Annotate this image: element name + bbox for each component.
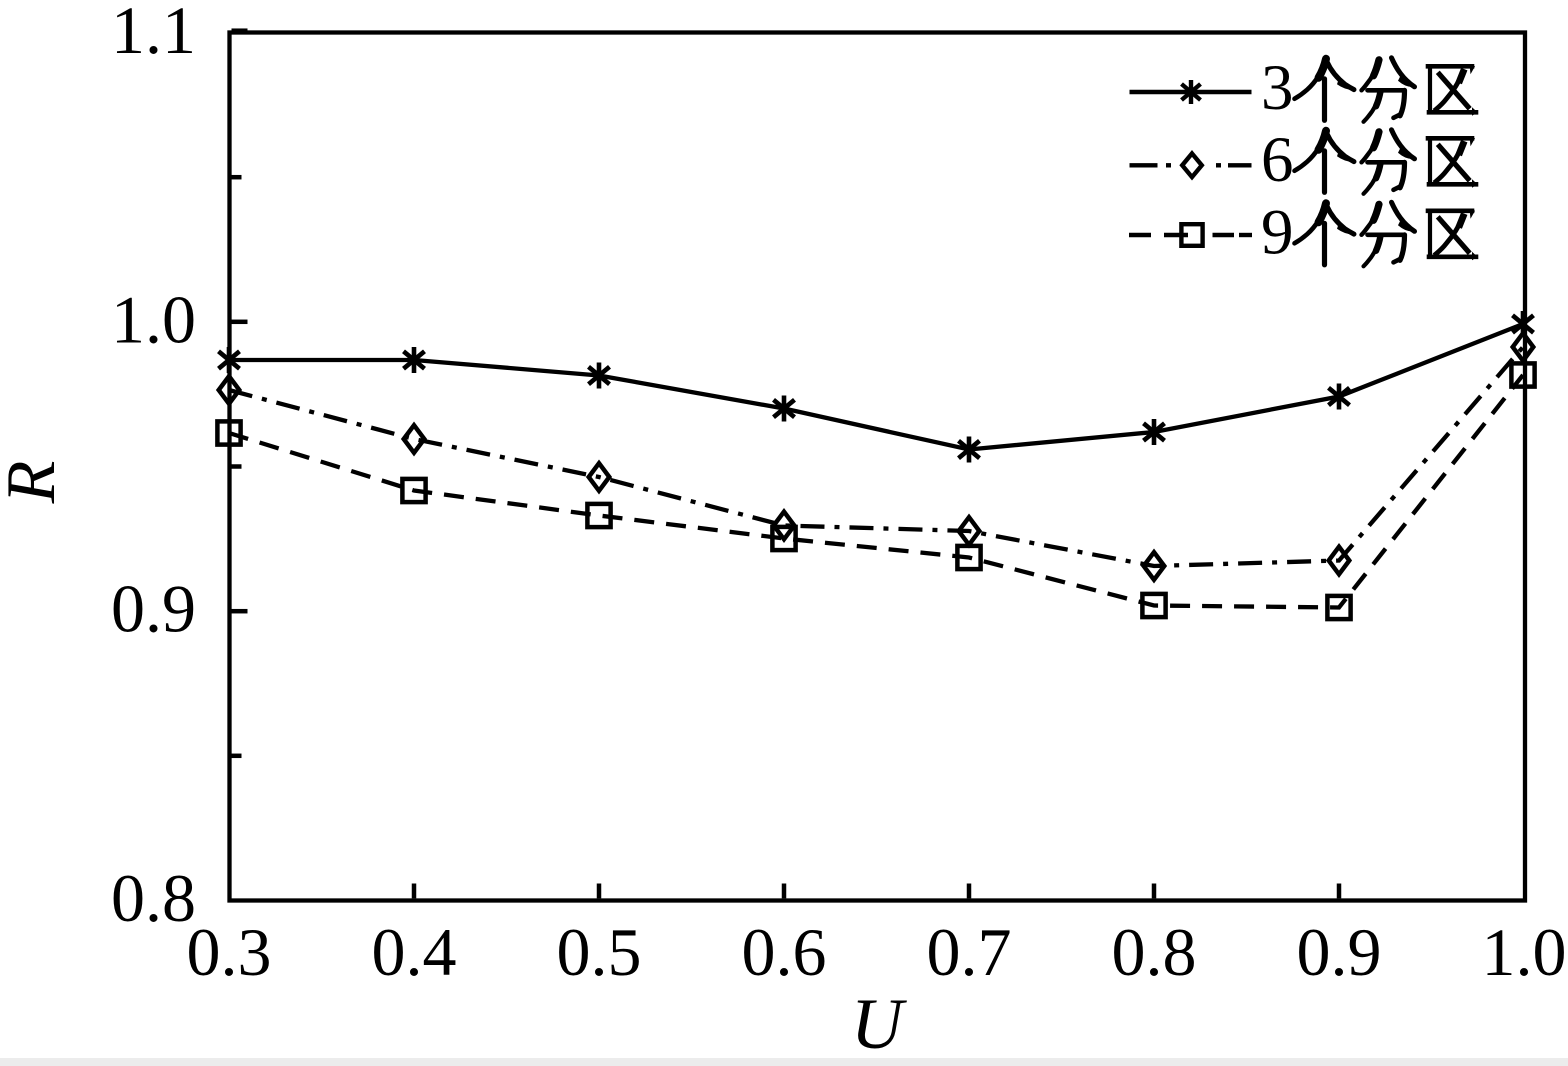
svg-text:0.9: 0.9 (111, 571, 196, 647)
svg-text:1.1: 1.1 (111, 0, 196, 68)
svg-text:R: R (0, 461, 70, 505)
svg-text:0.5: 0.5 (557, 914, 642, 990)
svg-text:6: 6 (1261, 124, 1294, 196)
svg-text:0.8: 0.8 (111, 860, 196, 936)
svg-text:0.7: 0.7 (927, 914, 1012, 990)
svg-text:3: 3 (1261, 52, 1294, 124)
svg-text:U: U (851, 984, 907, 1064)
svg-text:1.0: 1.0 (111, 281, 196, 357)
svg-text:1.0: 1.0 (1482, 914, 1567, 990)
svg-text:0.3: 0.3 (187, 914, 272, 990)
svg-text:0.6: 0.6 (742, 914, 827, 990)
svg-text:9: 9 (1261, 197, 1294, 269)
svg-text:0.9: 0.9 (1297, 914, 1382, 990)
svg-text:0.4: 0.4 (372, 914, 457, 990)
svg-text:0.8: 0.8 (1112, 914, 1197, 990)
